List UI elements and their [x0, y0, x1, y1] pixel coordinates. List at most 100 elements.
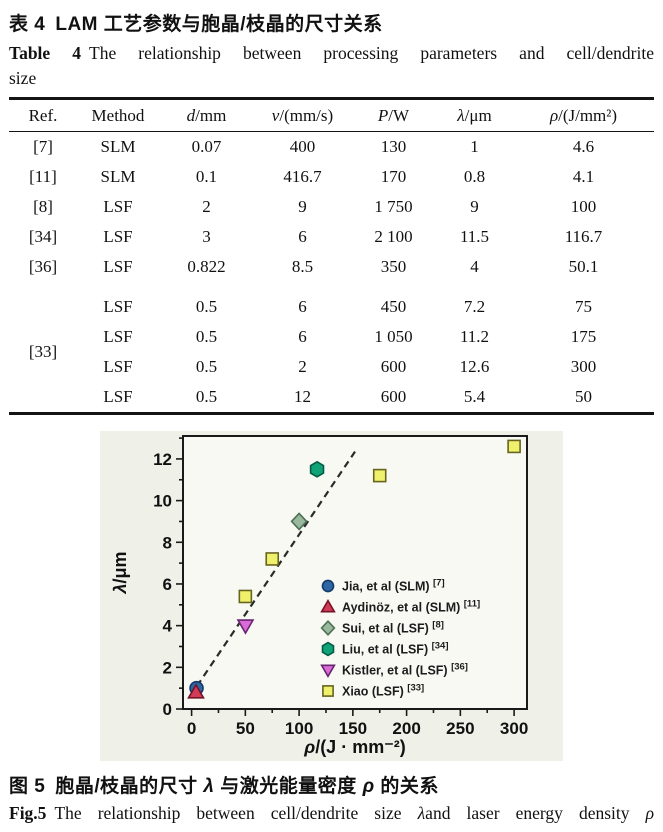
col-header-ref: Ref. [9, 98, 77, 132]
table-cell: 9 [470, 197, 479, 216]
table-cell: 75 [575, 297, 592, 316]
table-cell: 116.7 [564, 227, 603, 246]
table-cell: 5.4 [463, 387, 486, 406]
table-cell: 0.5 [195, 357, 218, 376]
y-tick-label: 2 [163, 658, 172, 677]
table-caption-en-text: The relationship between processing para… [89, 43, 654, 63]
legend-label: Kistler, et al (LSF) [36] [342, 662, 468, 678]
data-point [320, 598, 336, 613]
table-row: LSF 0.5 2 600 12.6 300 [9, 352, 654, 382]
table-caption-zh-label: 表 4 [9, 14, 46, 35]
table-cell: 0.07 [191, 137, 222, 156]
table-cell: 6 [298, 297, 307, 316]
table-cell: LSF [103, 297, 133, 316]
table-cell: 100 [570, 197, 597, 216]
table-row: [33] LSF 0.5 6 450 7.2 75 [9, 282, 654, 361]
data-point [265, 552, 280, 566]
table-cell: 450 [380, 297, 407, 316]
table-cell: 0.5 [195, 387, 218, 406]
series-diamond [290, 512, 308, 531]
table-ref-cell: [8] [33, 197, 53, 216]
table-cell: 600 [380, 357, 407, 376]
legend-item: Liu, et al (LSF) [34] [321, 641, 449, 657]
table-row: [11] SLM 0.1 416.7 170 0.8 4.1 [9, 162, 654, 192]
table-cell: 12 [294, 387, 311, 406]
legend: Jia, et al (SLM) [7] Aydinöz, et al (SLM)… [320, 578, 480, 699]
table-cell: 4.1 [572, 167, 595, 186]
y-tick-label: 0 [163, 700, 172, 719]
table-row: LSF 0.5 12 600 5.4 50 [9, 382, 654, 414]
table-cell: LSF [103, 227, 133, 246]
table-cell: 1 [470, 137, 479, 156]
data-point [372, 468, 387, 483]
table-ref-cell: [33] [28, 342, 58, 361]
col-header-method: Method [77, 98, 159, 132]
legend-label: Xiao (LSF) [33] [342, 683, 424, 699]
legend-label: Jia, et al (SLM) [7] [342, 578, 445, 594]
table-cell: 6 [298, 227, 307, 246]
data-point [321, 641, 335, 657]
table-ref-cell: [34] [28, 227, 58, 246]
table-cell: 600 [380, 387, 407, 406]
table-ref-cell: [36] [28, 257, 58, 276]
legend-label: Aydinöz, et al (SLM) [11] [342, 599, 480, 615]
legend-label: Liu, et al (LSF) [34] [342, 641, 449, 657]
table-cell: 300 [570, 357, 597, 376]
table-cell: 4.6 [572, 137, 595, 156]
table-cell: 50.1 [568, 257, 599, 276]
table-cell: 350 [380, 257, 407, 276]
table-cell: 1 750 [374, 197, 413, 216]
y-tick-label: 10 [153, 492, 172, 511]
table-cell: 170 [380, 167, 407, 186]
table-ref-cell: [7] [33, 137, 53, 156]
x-tick-labels: 0 50 100 150 200 250 300 [187, 719, 528, 738]
series-square [238, 439, 521, 604]
data-point [322, 685, 334, 697]
table-cell: 0.1 [195, 167, 218, 186]
table-header-row: Ref. Method d/mm v/(mm/s) P/W λ/μm ρ/(J/… [9, 98, 654, 132]
data-point [309, 460, 325, 478]
table-cell: 2 [298, 357, 307, 376]
x-tick-label: 150 [339, 719, 367, 738]
table-caption-en: Table 4 The relationship between processi… [0, 39, 663, 66]
y-axis-label: λ/μm [110, 551, 130, 594]
table-cell: LSF [103, 387, 133, 406]
table-cell: LSF [103, 327, 133, 346]
x-tick-label: 50 [236, 719, 255, 738]
table-cell: 1 050 [374, 327, 413, 346]
table-cell: 7.2 [463, 297, 486, 316]
data-point [507, 439, 521, 454]
table-cell: 0.8 [463, 167, 486, 186]
table-row: [8] LSF 2 9 1 750 9 100 [9, 192, 654, 222]
col-header-P: P/W [351, 98, 436, 132]
x-tick-label: 200 [392, 719, 420, 738]
legend-item: Jia, et al (SLM) [7] [321, 578, 445, 594]
y-tick-label: 6 [163, 575, 172, 594]
table-caption-zh: 表 4 LAM 工艺参数与胞晶/枝晶的尺寸关系 [0, 0, 663, 39]
table-cell: 50 [575, 387, 592, 406]
table-row: [34] LSF 3 6 2 100 11.5 116.7 [9, 222, 654, 252]
y-tick-label: 4 [163, 617, 173, 636]
fig-caption-zh-label: 图 5 [9, 776, 46, 797]
legend-item: Sui, et al (LSF) [8] [320, 620, 444, 636]
table-cell: 6 [298, 327, 307, 346]
data-point [290, 512, 308, 531]
legend-label: Sui, et al (LSF) [8] [342, 620, 444, 636]
x-axis-ticks [190, 709, 515, 716]
table-cell: 11.5 [459, 227, 490, 246]
table-cell: 175 [570, 327, 597, 346]
table-cell: LSF [103, 197, 133, 216]
table-caption-en-label: Table 4 [9, 43, 82, 63]
series-hexagon [309, 460, 325, 478]
table-cell: LSF [103, 257, 133, 276]
data-point [236, 619, 255, 635]
table-caption-en-line2: size [9, 68, 37, 88]
fig-caption-zh: 图 5 胞晶/枝晶的尺寸 λ 与激光能量密度 ρ 的关系 [9, 776, 439, 797]
plot-area [182, 435, 528, 710]
data-point [320, 620, 336, 636]
col-header-v: v/(mm/s) [254, 98, 351, 132]
data-table: Ref. Method d/mm v/(mm/s) P/W λ/μm ρ/(J/… [9, 97, 654, 415]
x-tick-label: 100 [285, 719, 313, 738]
col-header-d: d/mm [159, 98, 254, 132]
